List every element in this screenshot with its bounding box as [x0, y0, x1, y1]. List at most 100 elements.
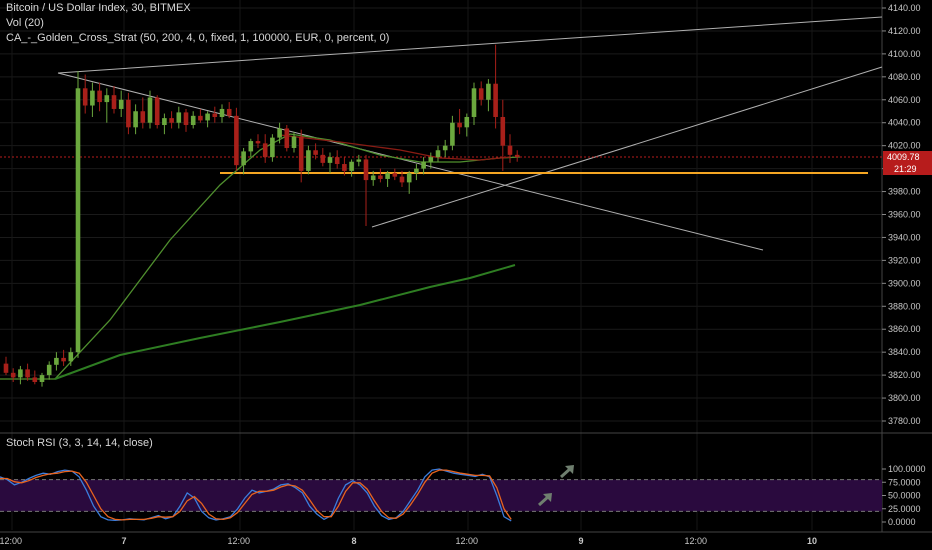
candle-body [262, 143, 268, 158]
slow-moving-average [54, 264, 516, 380]
candle-body [140, 111, 146, 123]
candle-body [234, 115, 239, 166]
price-tick-label: 3880.00 [888, 301, 921, 311]
price-tick-label: 3900.00 [888, 278, 921, 288]
candle-body [133, 111, 138, 128]
candle-body [507, 145, 513, 155]
price-tick-label: 3780.00 [888, 416, 921, 426]
stoch-tick-label: 75.0000 [888, 477, 921, 487]
candle-body [154, 97, 160, 126]
candle-body [46, 364, 52, 376]
stoch-tick-label: 50.0000 [888, 491, 921, 501]
candle-body [147, 97, 153, 123]
candle-body [90, 90, 95, 106]
candle-body [291, 136, 297, 148]
descending-trend-line [57, 72, 764, 251]
arrow-head [543, 493, 552, 502]
time-tick-label: 12:00 [228, 536, 251, 546]
candle-body [212, 113, 218, 117]
candle-body [457, 122, 462, 128]
price-tick-label: 4140.00 [888, 3, 921, 13]
candle-body [493, 83, 498, 117]
stoch-overbought-oversold-band [0, 479, 882, 512]
stoch-tick-label: 25.0000 [888, 504, 921, 514]
time-axis[interactable]: 12:00 7 12:00 8 12:00 9 12:00 10 [0, 536, 817, 546]
candle-body [450, 122, 455, 146]
candle-body [306, 150, 311, 171]
price-tick-label: 3960.00 [888, 210, 921, 220]
symbol-legend[interactable]: Bitcoin / US Dollar Index, 30, BITMEX [6, 2, 191, 14]
candle-body [349, 161, 354, 171]
candle-body [255, 141, 261, 144]
last-price-tag [883, 151, 932, 163]
candle-body [241, 151, 246, 166]
candle-body [205, 113, 210, 121]
stoch-axis: 100.0000 75.0000 50.0000 25.0000 0.0000 [882, 464, 926, 527]
candle-body [277, 128, 282, 138]
price-tick-label: 4020.00 [888, 141, 921, 151]
time-tick-label: 10 [807, 536, 817, 546]
countdown-tag [883, 163, 932, 175]
candle-body [356, 159, 362, 162]
candle-body [176, 112, 182, 123]
fast-moving-average [0, 133, 521, 380]
stoch-tick-label: 0.0000 [888, 517, 916, 527]
candle-body [118, 99, 124, 109]
candle-body [464, 116, 470, 128]
candle-body [18, 369, 23, 378]
price-tick-label: 3920.00 [888, 255, 921, 265]
candle-body [126, 99, 131, 128]
candle-body [514, 154, 520, 158]
price-tick-label: 4100.00 [888, 49, 921, 59]
candle-body [428, 157, 434, 162]
candle-body [334, 157, 340, 165]
arrow-annotations [537, 465, 574, 507]
red-moving-average [279, 134, 511, 161]
candle-body [486, 83, 491, 100]
candle-body [226, 108, 232, 116]
candle-body [25, 369, 30, 378]
time-tick-label: 7 [122, 536, 127, 546]
candle-body [82, 88, 88, 106]
candle-body [68, 352, 74, 362]
candle-body [320, 154, 326, 163]
candle-body [399, 176, 405, 183]
stoch-line-k [0, 468, 512, 522]
countdown-label: 21:29 [894, 164, 917, 174]
time-tick-label: 8 [352, 536, 357, 546]
time-tick-label: 12:00 [456, 536, 479, 546]
candle-body [61, 357, 66, 362]
candle-body [435, 150, 441, 158]
arrow-head [565, 465, 574, 474]
price-tick-label: 4080.00 [888, 72, 921, 82]
candle-body [392, 173, 398, 177]
price-tick-label: 3940.00 [888, 232, 921, 242]
stoch-legend[interactable]: Stoch RSI (3, 3, 14, 14, close) [6, 437, 153, 449]
candle-body [284, 128, 290, 148]
candle-body [190, 115, 196, 126]
candle-body [406, 173, 412, 183]
candle-body [97, 90, 102, 103]
drawing-overlays[interactable] [0, 16, 883, 380]
stoch-rsi-lines [0, 468, 512, 522]
candle-body [75, 88, 81, 353]
stoch-band [0, 479, 882, 512]
volume-legend[interactable]: Vol (20) [6, 17, 44, 29]
price-tick-label: 3860.00 [888, 324, 921, 334]
price-tick-label: 4120.00 [888, 26, 921, 36]
candle-body [298, 136, 304, 171]
price-tick-label: 3800.00 [888, 393, 921, 403]
candle-body [183, 112, 189, 126]
candle-body [370, 175, 376, 181]
candle-body [363, 159, 369, 181]
price-tick-label: 3820.00 [888, 370, 921, 380]
upper-trend-line [57, 16, 883, 74]
price-axis[interactable]: 4140.00 4120.00 4100.00 4080.00 4060.00 4040.… [882, 3, 932, 426]
strategy-legend[interactable]: CA_-_Golden_Cross_Strat (50, 200, 4, 0, … [6, 32, 390, 44]
candle-body [3, 363, 9, 373]
stoch-tick-label: 100.0000 [888, 464, 926, 474]
candle-body [104, 95, 110, 103]
candle-body [39, 375, 45, 382]
